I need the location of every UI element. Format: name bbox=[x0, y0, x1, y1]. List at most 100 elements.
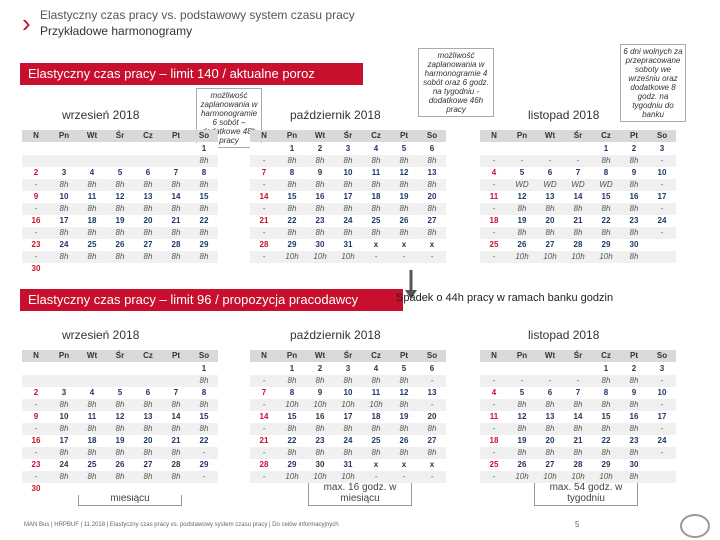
date-cell: 31 bbox=[334, 459, 362, 471]
date-cell: x bbox=[362, 459, 390, 471]
date-cell: 16 bbox=[620, 411, 648, 423]
date-cell bbox=[564, 363, 592, 375]
date-cell: 27 bbox=[418, 215, 446, 227]
date-cell: 17 bbox=[334, 411, 362, 423]
day-header: N bbox=[250, 130, 278, 142]
date-cell: 12 bbox=[390, 167, 418, 179]
date-cell: 30 bbox=[620, 459, 648, 471]
day-header: Wt bbox=[78, 130, 106, 142]
date-cell: 13 bbox=[418, 387, 446, 399]
date-cell: 23 bbox=[620, 215, 648, 227]
day-header: Pn bbox=[278, 350, 306, 362]
date-cell: 11 bbox=[480, 191, 508, 203]
date-cell bbox=[78, 363, 106, 375]
date-cell: 13 bbox=[134, 411, 162, 423]
date-cell: 14 bbox=[162, 191, 190, 203]
hours-cell: 8h bbox=[306, 179, 334, 191]
hours-cell: 8h bbox=[50, 423, 78, 435]
chevron: › bbox=[22, 8, 31, 38]
hours-cell: 8h bbox=[334, 423, 362, 435]
hours-cell: 8h bbox=[362, 375, 390, 387]
date-cell: 29 bbox=[592, 459, 620, 471]
hours-cell: - bbox=[22, 447, 50, 459]
hours-cell: 8h bbox=[278, 375, 306, 387]
hours-cell: 8h bbox=[390, 399, 418, 411]
hours-cell: 8h bbox=[50, 471, 78, 483]
date-cell: 4 bbox=[480, 387, 508, 399]
date-cell: 15 bbox=[592, 191, 620, 203]
date-cell: 19 bbox=[508, 215, 536, 227]
date-cell: 7 bbox=[250, 387, 278, 399]
hours-cell: 8h bbox=[306, 203, 334, 215]
hours-cell: 8h bbox=[362, 155, 390, 167]
date-cell: 25 bbox=[480, 239, 508, 251]
hours-cell: 8h bbox=[362, 203, 390, 215]
date-cell: 4 bbox=[78, 387, 106, 399]
date-cell: 10 bbox=[648, 167, 676, 179]
date-cell: 13 bbox=[536, 411, 564, 423]
hours-cell: 8h bbox=[334, 155, 362, 167]
hours-cell: 8h bbox=[278, 423, 306, 435]
hours-cell: 10h bbox=[334, 399, 362, 411]
callout: możliwość zaplanowania w harmonogramie 4… bbox=[418, 48, 494, 117]
day-header: Śr bbox=[106, 130, 134, 142]
date-cell: 9 bbox=[306, 167, 334, 179]
hours-cell bbox=[648, 251, 676, 263]
date-cell bbox=[134, 263, 162, 275]
hours-cell: - bbox=[480, 399, 508, 411]
hours-cell: 8h bbox=[306, 447, 334, 459]
hours-cell: - bbox=[648, 227, 676, 239]
date-cell: 25 bbox=[78, 459, 106, 471]
date-cell: 4 bbox=[362, 363, 390, 375]
date-cell: 22 bbox=[592, 215, 620, 227]
hours-cell: 8h bbox=[162, 447, 190, 459]
date-cell: 10 bbox=[50, 191, 78, 203]
date-cell: 15 bbox=[592, 411, 620, 423]
date-cell: 17 bbox=[334, 191, 362, 203]
date-cell: 25 bbox=[362, 435, 390, 447]
date-cell: 14 bbox=[250, 411, 278, 423]
date-cell: 7 bbox=[162, 387, 190, 399]
hours-cell: 8h bbox=[390, 179, 418, 191]
day-header: Pn bbox=[50, 130, 78, 142]
hours-cell: - bbox=[190, 471, 218, 483]
subtitle: Przykładowe harmonogramy bbox=[40, 24, 193, 38]
day-header: Cz bbox=[362, 350, 390, 362]
date-cell: x bbox=[418, 239, 446, 251]
date-cell: 12 bbox=[508, 411, 536, 423]
hours-cell: 8h bbox=[306, 375, 334, 387]
date-cell: 21 bbox=[250, 435, 278, 447]
date-cell: 16 bbox=[22, 435, 50, 447]
day-header: Pt bbox=[620, 350, 648, 362]
date-cell: 8 bbox=[278, 167, 306, 179]
date-cell bbox=[162, 263, 190, 275]
date-cell: 30 bbox=[306, 459, 334, 471]
date-cell: 21 bbox=[162, 215, 190, 227]
date-cell: 23 bbox=[22, 459, 50, 471]
date-cell: 2 bbox=[306, 143, 334, 155]
hours-cell: 10h bbox=[278, 251, 306, 263]
hours-cell: 8h bbox=[390, 155, 418, 167]
hours-cell: 10h bbox=[508, 251, 536, 263]
hours-cell: 8h bbox=[418, 227, 446, 239]
date-cell: 21 bbox=[250, 215, 278, 227]
hours-cell: 8h bbox=[162, 203, 190, 215]
banner: Elastyczny czas pracy – limit 96 / propo… bbox=[20, 289, 403, 311]
date-cell: 2 bbox=[306, 363, 334, 375]
hours-cell: - bbox=[250, 399, 278, 411]
date-cell: 28 bbox=[162, 239, 190, 251]
date-cell: 8 bbox=[190, 387, 218, 399]
date-cell bbox=[106, 263, 134, 275]
date-cell bbox=[78, 263, 106, 275]
hours-cell: - bbox=[250, 423, 278, 435]
hours-cell: 8h bbox=[390, 423, 418, 435]
date-cell: 30 bbox=[22, 263, 50, 275]
day-header: Pt bbox=[162, 130, 190, 142]
note: max. 54 godz. w tygodniu bbox=[534, 480, 638, 506]
date-cell: 4 bbox=[78, 167, 106, 179]
date-cell: 10 bbox=[50, 411, 78, 423]
hours-cell: 8h bbox=[78, 471, 106, 483]
date-cell: 14 bbox=[564, 411, 592, 423]
hours-cell: - bbox=[418, 399, 446, 411]
date-cell bbox=[250, 143, 278, 155]
